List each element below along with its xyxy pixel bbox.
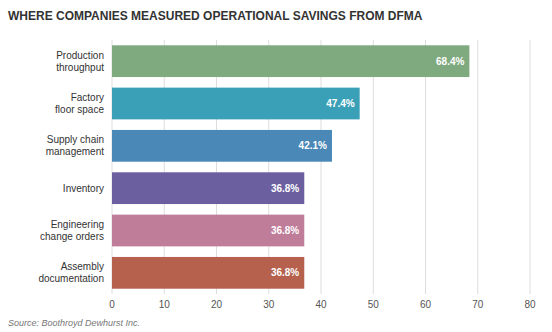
label-line: documentation xyxy=(38,273,104,284)
label-line: Engineering xyxy=(51,219,104,230)
label-line: throughput xyxy=(56,62,104,73)
label-line: Inventory xyxy=(63,183,104,194)
x-tick-label: 0 xyxy=(109,299,115,310)
x-tick-label: 30 xyxy=(263,299,275,310)
source-note: Source: Boothroyd Dewhurst Inc. xyxy=(8,318,140,328)
bars xyxy=(112,45,469,288)
y-tick-label: Engineeringchange orders xyxy=(40,219,104,242)
x-tick-label: 10 xyxy=(159,299,171,310)
bar xyxy=(112,45,469,77)
data-labels: 36.8% 36.8% 36.8% 42.1% 47.4% 68.4% xyxy=(271,56,465,279)
bar xyxy=(112,172,304,204)
x-tick-label: 20 xyxy=(211,299,223,310)
bar xyxy=(112,88,360,120)
bar xyxy=(112,215,304,247)
grid-line xyxy=(425,40,426,294)
x-tick-label: 80 xyxy=(524,299,536,310)
y-tick-label: Assemblydocumentation xyxy=(38,261,104,284)
data-label: 68.4% xyxy=(436,56,464,67)
grid-line xyxy=(530,40,531,294)
x-tick-label: 40 xyxy=(315,299,327,310)
grid-line xyxy=(216,40,217,294)
title: WHERE COMPANIES MEASURED OPERATIONAL SAV… xyxy=(8,9,423,23)
grid xyxy=(112,40,530,294)
label-line: change orders xyxy=(40,231,104,242)
label-line: Supply chain xyxy=(47,134,104,145)
label-line: floor space xyxy=(55,104,104,115)
data-label: 36.8% xyxy=(271,267,299,278)
x-tick-label: 60 xyxy=(420,299,432,310)
data-label: 47.4% xyxy=(326,98,354,109)
grid-line xyxy=(321,40,322,294)
grid-line xyxy=(268,40,269,294)
data-label: 42.1% xyxy=(299,140,327,151)
bar xyxy=(112,130,332,162)
grid-line xyxy=(112,40,113,294)
chart: WHERE COMPANIES MEASURED OPERATIONAL SAV… xyxy=(0,0,552,332)
label-line: Assembly xyxy=(61,261,104,272)
y-tick-label: Factoryfloor space xyxy=(55,92,104,115)
y-tick-label: Inventory xyxy=(63,183,104,194)
grid-line xyxy=(373,40,374,294)
bar xyxy=(112,257,304,289)
label-line: management xyxy=(46,146,105,157)
y-tick-label: Productionthroughput xyxy=(56,50,104,73)
x-tick-label: 50 xyxy=(368,299,380,310)
data-label: 36.8% xyxy=(271,225,299,236)
label-line: Factory xyxy=(71,92,104,103)
y-tick-label: Supply chainmanagement xyxy=(46,134,105,157)
label-line: Production xyxy=(56,50,104,61)
data-label: 36.8% xyxy=(271,183,299,194)
x-tick-label: 70 xyxy=(472,299,484,310)
grid-line xyxy=(477,40,478,294)
grid-line xyxy=(164,40,165,294)
